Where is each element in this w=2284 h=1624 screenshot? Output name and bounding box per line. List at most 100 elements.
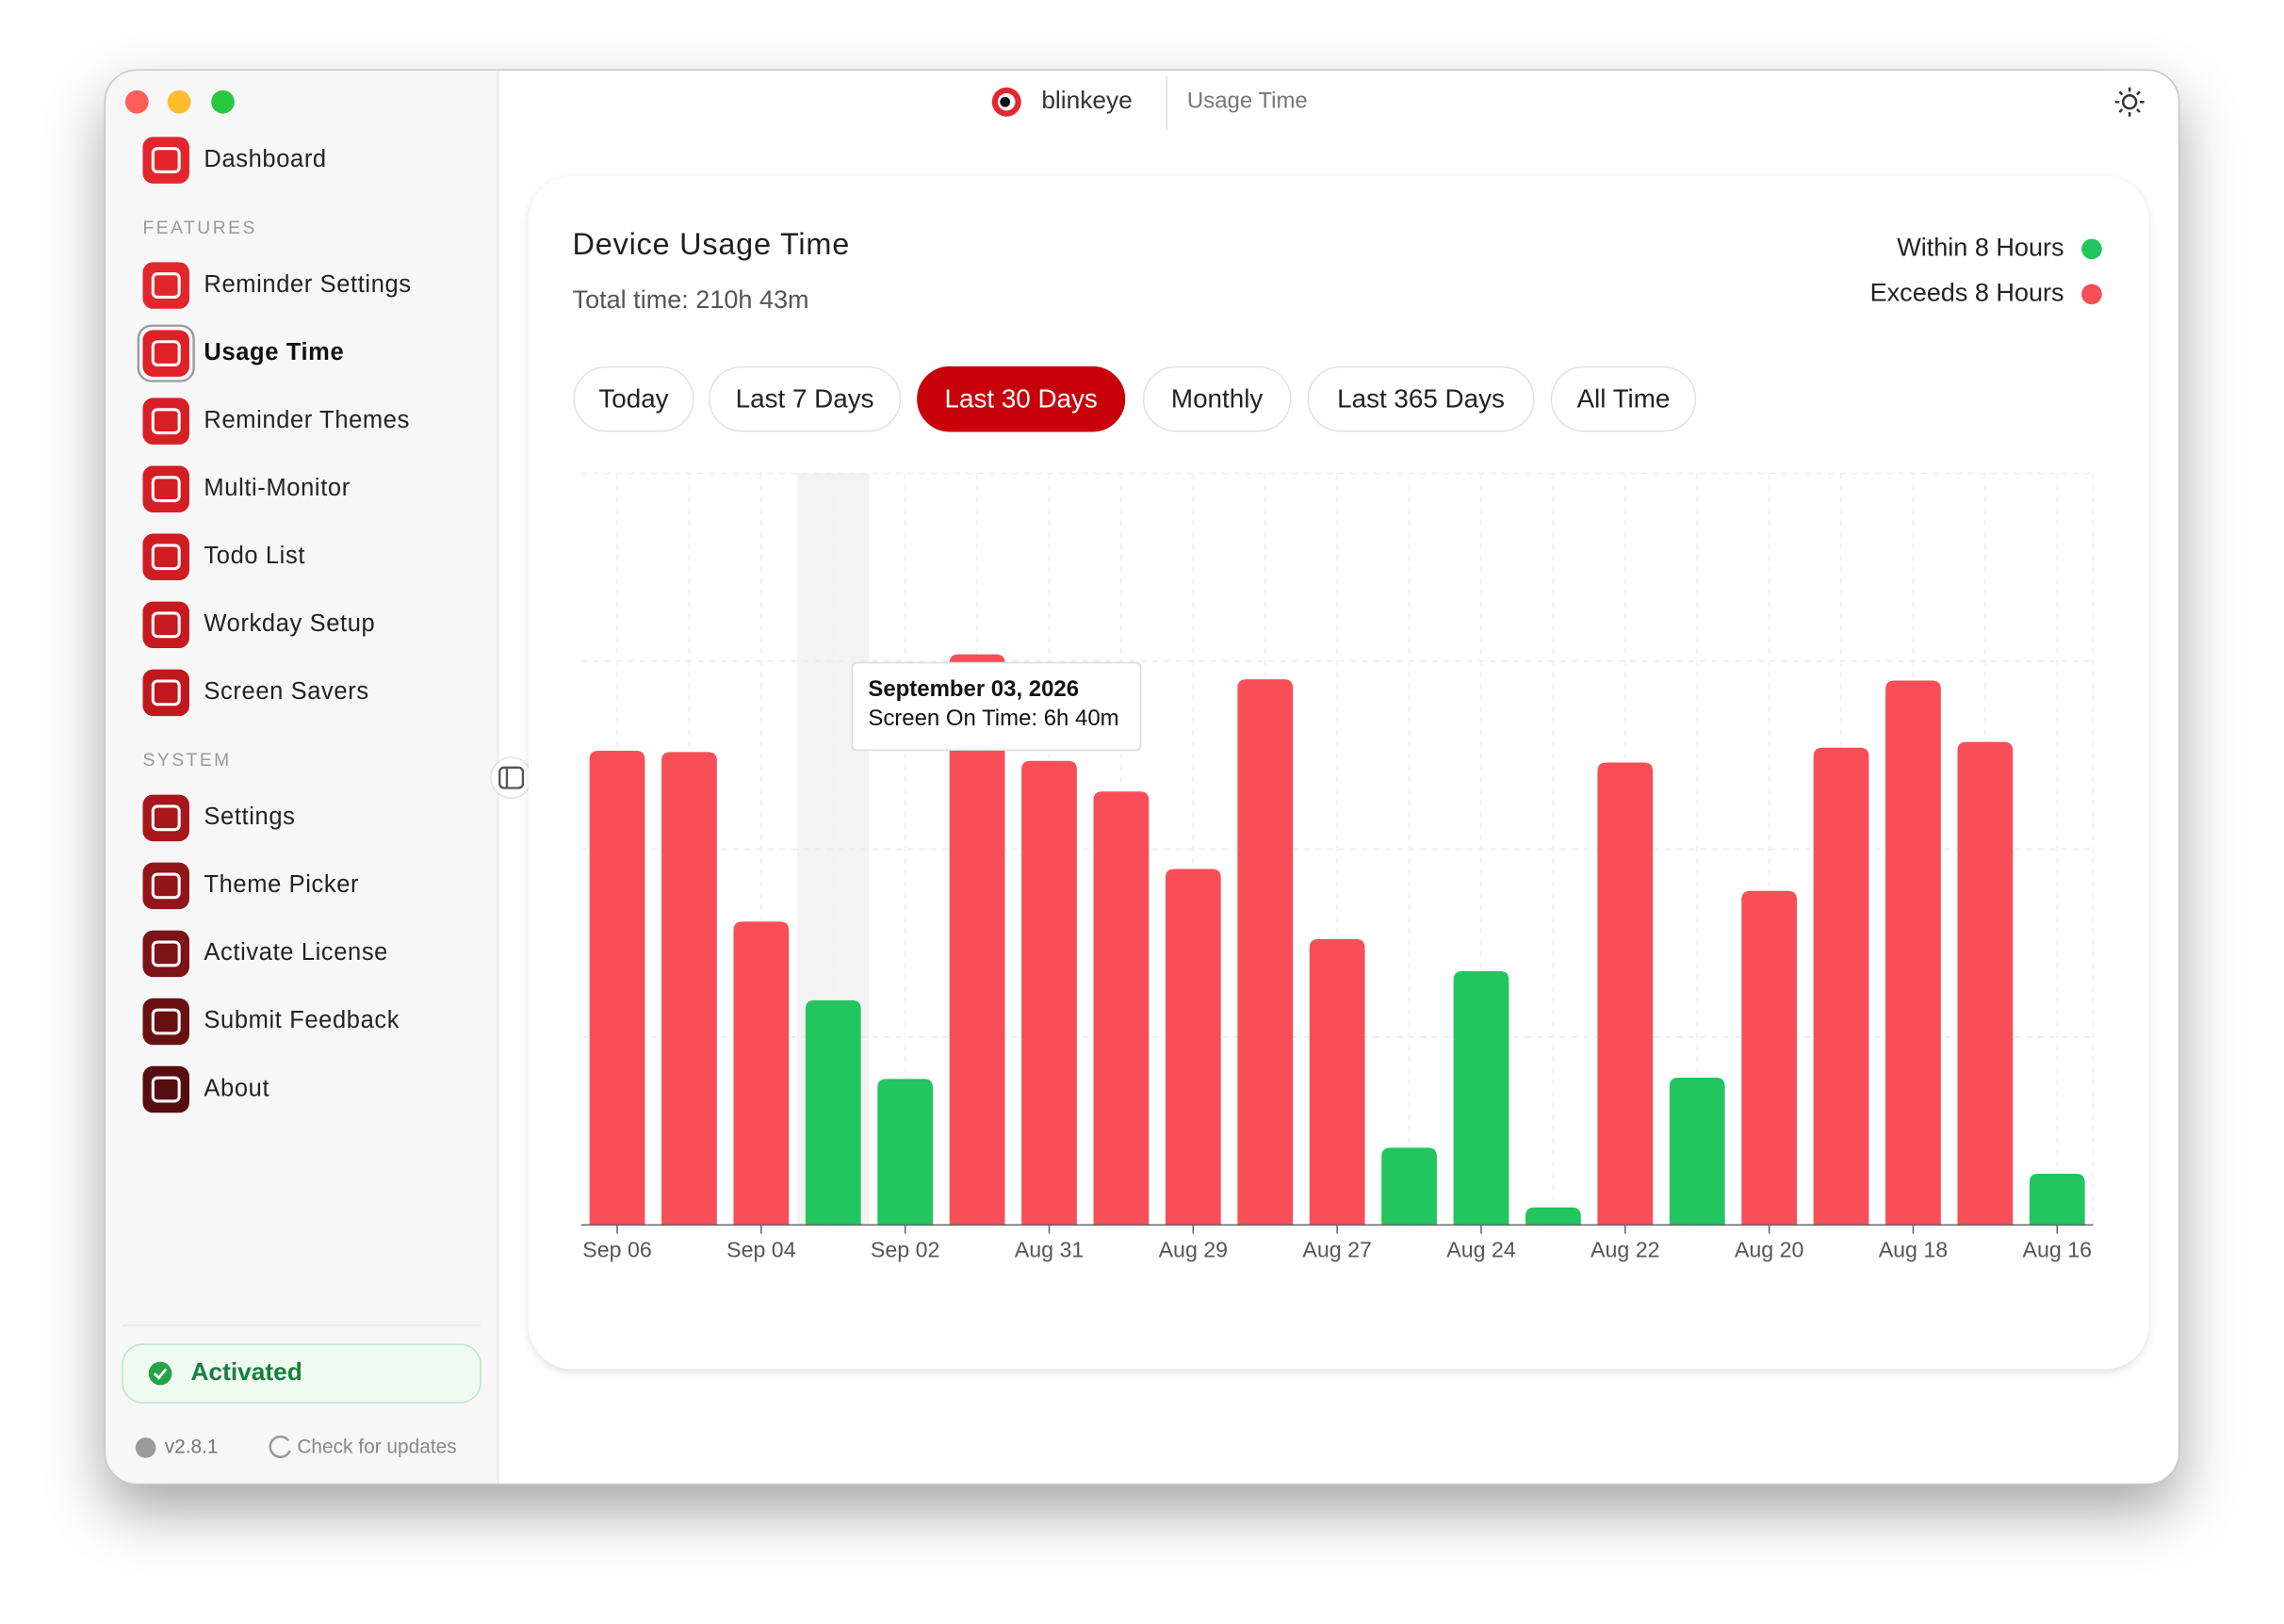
nav-icon (142, 262, 189, 309)
range-button[interactable] (917, 365, 1126, 432)
bar (1741, 890, 1798, 1226)
check-updates[interactable]: Check for updates (297, 1436, 456, 1457)
legend-dot (2081, 238, 2102, 260)
nav-icon (142, 930, 189, 978)
nav-icon-glyph (151, 804, 181, 832)
nav-item[interactable]: Usage Time (204, 339, 344, 365)
nav-icon (142, 601, 189, 649)
nav-item[interactable]: About (204, 1075, 269, 1101)
x-tick-label: Aug 16 (2023, 1237, 2092, 1261)
bar (949, 654, 1005, 1226)
bar (1669, 1077, 1725, 1226)
range-button[interactable] (573, 365, 694, 432)
tooltip-text: Screen On Time: 6h 40m (868, 706, 1118, 731)
x-tick-label: Sep 02 (871, 1237, 939, 1261)
theme-toggle[interactable] (2114, 87, 2145, 117)
update-icon (269, 1435, 291, 1458)
bar (805, 999, 861, 1226)
nav-icon-glyph (151, 408, 181, 435)
bar (1021, 760, 1077, 1226)
nav-icon-glyph (151, 340, 181, 367)
bar (661, 752, 717, 1226)
minimize-button[interactable] (167, 89, 191, 114)
bar (1453, 970, 1509, 1226)
x-tick-label: Aug 22 (1591, 1237, 1659, 1261)
bar (877, 1079, 934, 1226)
bar (1237, 679, 1294, 1226)
status-check (153, 1368, 168, 1380)
range-button[interactable] (1550, 365, 1697, 432)
section-title: SYSTEM (143, 751, 232, 771)
bar (2029, 1173, 2085, 1226)
version-icon (135, 1437, 156, 1458)
nav-item[interactable]: Screen Savers (204, 678, 368, 705)
sidebar-toggle[interactable] (490, 756, 533, 800)
x-tick-label: Sep 06 (582, 1237, 651, 1261)
nav-item[interactable]: Workday Setup (204, 610, 375, 637)
app-name: blinkeye (1041, 86, 1132, 114)
bar (1165, 869, 1221, 1226)
nav-icon-glyph (151, 1008, 181, 1035)
page-title: Usage Time (1187, 89, 1308, 114)
nav-item[interactable]: Todo List (204, 543, 305, 569)
section-title: FEATURES (143, 219, 257, 238)
version: v2.8.1 (165, 1436, 219, 1457)
nav-item[interactable]: Settings (204, 804, 295, 830)
legend-dot (2081, 284, 2102, 305)
nav-icon (142, 669, 189, 717)
nav-icon-glyph (151, 611, 181, 639)
zoom-button[interactable] (211, 89, 235, 114)
legend-label: Within 8 Hours (1897, 234, 2064, 262)
range-button-label: Monthly (1171, 384, 1263, 414)
status-pill (122, 1343, 481, 1404)
bar (1309, 938, 1365, 1226)
nav-icon (142, 465, 189, 512)
status-text: Activated (191, 1357, 302, 1386)
bar (733, 921, 790, 1226)
bar (1093, 791, 1150, 1226)
nav-item[interactable]: Submit Feedback (204, 1007, 400, 1033)
range-button-label: Last 365 Days (1337, 384, 1505, 414)
bar (589, 750, 645, 1226)
x-tick-label: Aug 24 (1446, 1237, 1516, 1261)
nav-icon-glyph (151, 872, 181, 900)
nav-icon (142, 330, 189, 377)
nav-item[interactable]: Dashboard (204, 146, 326, 172)
nav-item[interactable]: Reminder Themes (204, 407, 410, 433)
legend-label: Exceeds 8 Hours (1870, 278, 2064, 306)
range-button-label: Last 7 Days (736, 384, 874, 414)
nav-icon (142, 998, 189, 1046)
nav-icon-glyph (151, 679, 181, 706)
x-tick-label: Sep 04 (726, 1237, 796, 1261)
range-button[interactable] (1142, 365, 1292, 432)
range-button-label: All Time (1576, 384, 1670, 414)
nav-icon-glyph (151, 476, 181, 503)
nav-icon (142, 862, 189, 910)
active-icon-ring (137, 324, 195, 382)
x-tick-label: Aug 20 (1735, 1237, 1803, 1261)
nav-icon (142, 794, 189, 842)
bar (1885, 680, 1941, 1226)
nav-item[interactable]: Theme Picker (204, 871, 359, 898)
app-logo-pupil (1000, 96, 1011, 107)
range-button-label: Today (598, 384, 668, 414)
range-button[interactable] (1307, 365, 1535, 432)
close-button[interactable] (124, 89, 149, 114)
nav-icon-glyph (151, 272, 181, 299)
tooltip-title: September 03, 2026 (868, 676, 1079, 702)
bar (1597, 762, 1654, 1226)
window-border (104, 69, 2180, 1486)
tooltip-box (851, 661, 1142, 752)
x-tick-label: Aug 18 (1879, 1237, 1948, 1261)
sidebar-toggle-icon (498, 766, 525, 789)
x-tick-label: Aug 29 (1159, 1237, 1228, 1261)
x-tick-label: Aug 27 (1302, 1237, 1371, 1261)
bar (1381, 1147, 1437, 1226)
nav-item[interactable]: Activate License (204, 939, 388, 966)
nav-item[interactable]: Multi-Monitor (204, 475, 350, 501)
nav-item[interactable]: Reminder Settings (204, 271, 411, 298)
nav-icon (142, 1065, 189, 1113)
range-button[interactable] (709, 365, 902, 432)
